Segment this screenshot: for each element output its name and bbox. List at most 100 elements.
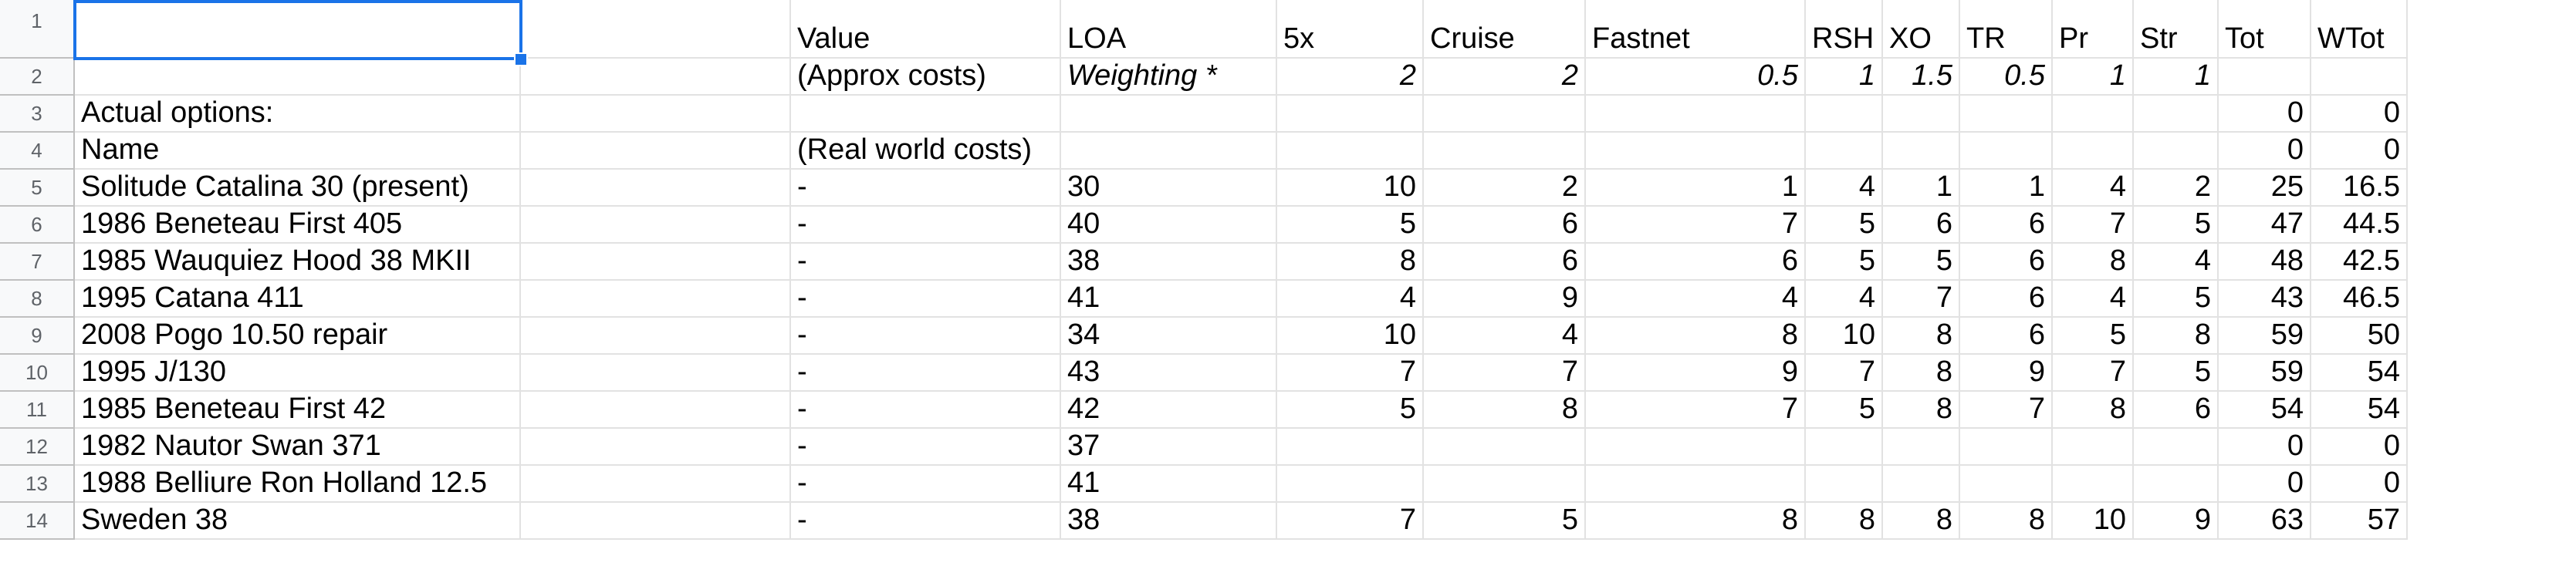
cell-tr-row6[interactable]: 6	[1960, 207, 2053, 244]
cell-wtot-row11[interactable]: 54	[2311, 392, 2408, 429]
cell-5x-row12[interactable]	[1277, 429, 1424, 466]
cell-loa-row13[interactable]: 41	[1061, 466, 1277, 503]
cell-xo-row12[interactable]	[1883, 429, 1960, 466]
cell-tot-row7[interactable]: 48	[2219, 244, 2311, 281]
cell-cruise-row2[interactable]: 2	[1424, 59, 1586, 96]
cell-name-row14[interactable]: Sweden 38	[75, 503, 521, 540]
cell-cruise-row11[interactable]: 8	[1424, 392, 1586, 429]
cell-pr-row8[interactable]: 4	[2053, 281, 2134, 318]
row-header-6[interactable]: 6	[0, 207, 75, 244]
cell-value-row9[interactable]: -	[791, 318, 1061, 355]
cell-fastnet-row3[interactable]	[1586, 96, 1806, 133]
cell-wtot-row14[interactable]: 57	[2311, 503, 2408, 540]
cell-tot-row10[interactable]: 59	[2219, 355, 2311, 392]
cell-tot-row1[interactable]: Tot	[2219, 0, 2311, 59]
cell-cruise-row13[interactable]	[1424, 466, 1586, 503]
cell-pr-row5[interactable]: 4	[2053, 170, 2134, 207]
cell-pr-row3[interactable]	[2053, 96, 2134, 133]
cell-pr-row10[interactable]: 7	[2053, 355, 2134, 392]
cell-loa-row8[interactable]: 41	[1061, 281, 1277, 318]
cell-cruise-row4[interactable]	[1424, 133, 1586, 170]
cell-5x-row3[interactable]	[1277, 96, 1424, 133]
cell-tot-row2[interactable]	[2219, 59, 2311, 96]
cell-wtot-row2[interactable]	[2311, 59, 2408, 96]
cell-5x-row9[interactable]: 10	[1277, 318, 1424, 355]
cell-name-row6[interactable]: 1986 Beneteau First 405	[75, 207, 521, 244]
cell-tot-row3[interactable]: 0	[2219, 96, 2311, 133]
cell-cruise-row3[interactable]	[1424, 96, 1586, 133]
cell-b-row6[interactable]	[521, 207, 791, 244]
cell-fastnet-row14[interactable]: 8	[1586, 503, 1806, 540]
cell-5x-row2[interactable]: 2	[1277, 59, 1424, 96]
cell-5x-row4[interactable]	[1277, 133, 1424, 170]
cell-str-row7[interactable]: 4	[2134, 244, 2219, 281]
cell-rsh-row7[interactable]: 5	[1806, 244, 1883, 281]
cell-b-row10[interactable]	[521, 355, 791, 392]
cell-name-row2[interactable]	[75, 59, 521, 96]
cell-str-row6[interactable]: 5	[2134, 207, 2219, 244]
cell-b-row1[interactable]	[521, 0, 791, 59]
row-header-12[interactable]: 12	[0, 429, 75, 466]
cell-tr-row8[interactable]: 6	[1960, 281, 2053, 318]
cell-5x-row13[interactable]	[1277, 466, 1424, 503]
cell-b-row8[interactable]	[521, 281, 791, 318]
cell-value-row4[interactable]: (Real world costs)	[791, 133, 1061, 170]
row-header-4[interactable]: 4	[0, 133, 75, 170]
cell-xo-row7[interactable]: 5	[1883, 244, 1960, 281]
cell-str-row14[interactable]: 9	[2134, 503, 2219, 540]
cell-xo-row1[interactable]: XO	[1883, 0, 1960, 59]
cell-rsh-row6[interactable]: 5	[1806, 207, 1883, 244]
cell-xo-row9[interactable]: 8	[1883, 318, 1960, 355]
cell-wtot-row13[interactable]: 0	[2311, 466, 2408, 503]
cell-cruise-row6[interactable]: 6	[1424, 207, 1586, 244]
cell-loa-row7[interactable]: 38	[1061, 244, 1277, 281]
cell-pr-row4[interactable]	[2053, 133, 2134, 170]
cell-fastnet-row2[interactable]: 0.5	[1586, 59, 1806, 96]
cell-pr-row7[interactable]: 8	[2053, 244, 2134, 281]
cell-5x-row10[interactable]: 7	[1277, 355, 1424, 392]
cell-name-row4[interactable]: Name	[75, 133, 521, 170]
cell-tot-row12[interactable]: 0	[2219, 429, 2311, 466]
cell-loa-row14[interactable]: 38	[1061, 503, 1277, 540]
cell-xo-row11[interactable]: 8	[1883, 392, 1960, 429]
cell-5x-row8[interactable]: 4	[1277, 281, 1424, 318]
cell-wtot-row7[interactable]: 42.5	[2311, 244, 2408, 281]
cell-b-row3[interactable]	[521, 96, 791, 133]
cell-cruise-row5[interactable]: 2	[1424, 170, 1586, 207]
cell-value-row5[interactable]: -	[791, 170, 1061, 207]
cell-fastnet-row5[interactable]: 1	[1586, 170, 1806, 207]
cell-cruise-row8[interactable]: 9	[1424, 281, 1586, 318]
cell-name-row7[interactable]: 1985 Wauquiez Hood 38 MKII	[75, 244, 521, 281]
cell-str-row2[interactable]: 1	[2134, 59, 2219, 96]
cell-xo-row14[interactable]: 8	[1883, 503, 1960, 540]
cell-value-row1[interactable]: Value	[791, 0, 1061, 59]
cell-5x-row14[interactable]: 7	[1277, 503, 1424, 540]
cell-value-row11[interactable]: -	[791, 392, 1061, 429]
cell-tr-row12[interactable]	[1960, 429, 2053, 466]
cell-tr-row11[interactable]: 7	[1960, 392, 2053, 429]
cell-b-row12[interactable]	[521, 429, 791, 466]
cell-pr-row1[interactable]: Pr	[2053, 0, 2134, 59]
cell-wtot-row3[interactable]: 0	[2311, 96, 2408, 133]
cell-value-row14[interactable]: -	[791, 503, 1061, 540]
cell-value-row7[interactable]: -	[791, 244, 1061, 281]
cell-tr-row4[interactable]	[1960, 133, 2053, 170]
row-header-10[interactable]: 10	[0, 355, 75, 392]
cell-rsh-row11[interactable]: 5	[1806, 392, 1883, 429]
cell-xo-row2[interactable]: 1.5	[1883, 59, 1960, 96]
cell-str-row1[interactable]: Str	[2134, 0, 2219, 59]
row-header-1[interactable]: 1	[0, 0, 75, 59]
cell-wtot-row12[interactable]: 0	[2311, 429, 2408, 466]
row-header-3[interactable]: 3	[0, 96, 75, 133]
cell-b-row5[interactable]	[521, 170, 791, 207]
cell-tr-row14[interactable]: 8	[1960, 503, 2053, 540]
cell-fastnet-row7[interactable]: 6	[1586, 244, 1806, 281]
cell-tot-row6[interactable]: 47	[2219, 207, 2311, 244]
cell-name-row5[interactable]: Solitude Catalina 30 (present)	[75, 170, 521, 207]
cell-fastnet-row1[interactable]: Fastnet	[1586, 0, 1806, 59]
cell-tot-row9[interactable]: 59	[2219, 318, 2311, 355]
cell-name-row9[interactable]: 2008 Pogo 10.50 repair	[75, 318, 521, 355]
cell-value-row6[interactable]: -	[791, 207, 1061, 244]
cell-tot-row4[interactable]: 0	[2219, 133, 2311, 170]
cell-name-row1[interactable]	[75, 0, 521, 59]
